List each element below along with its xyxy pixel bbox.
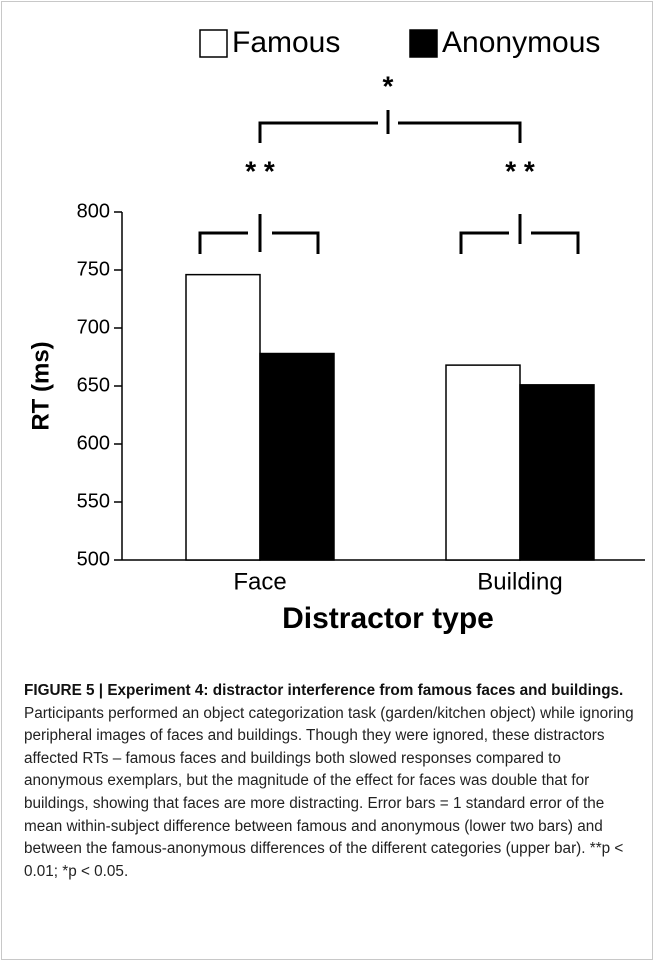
y-tick-label: 600 (77, 432, 110, 454)
x-tick-label: Building (477, 568, 562, 595)
significance-label: * * (505, 155, 535, 186)
y-tick-label: 750 (77, 258, 110, 280)
bar (519, 384, 595, 561)
y-tick-label: 500 (77, 548, 110, 570)
caption-body: Participants performed an object categor… (24, 704, 634, 880)
x-tick-label: Face (233, 568, 286, 595)
legend-swatch (409, 29, 438, 58)
y-tick-label: 700 (77, 316, 110, 338)
bar (259, 352, 335, 561)
y-tick-label: 800 (77, 200, 110, 222)
significance-label: * * (245, 155, 275, 186)
significance-label: * (383, 70, 394, 101)
bar (185, 273, 261, 561)
y-axis-label: RT (ms) (27, 341, 54, 430)
legend-label: Anonymous (442, 26, 600, 59)
caption: FIGURE 5 | Experiment 4: distractor inte… (24, 680, 636, 883)
legend-label: Famous (232, 26, 340, 59)
y-tick-label: 550 (77, 490, 110, 512)
y-tick-label: 650 (77, 374, 110, 396)
significance-brackets (198, 110, 580, 254)
x-axis-label: Distractor type (282, 602, 494, 635)
bar (445, 364, 521, 561)
legend-swatch (199, 29, 228, 58)
caption-title: FIGURE 5 | Experiment 4: distractor inte… (24, 682, 624, 699)
chart: * * * * * RT (ms) Distractor type 500 550… (27, 26, 645, 635)
